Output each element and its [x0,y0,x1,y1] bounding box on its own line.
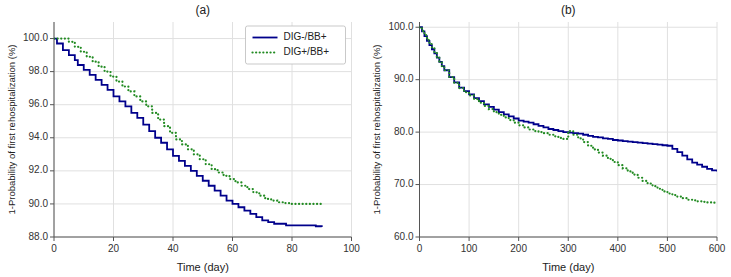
grid-line [113,22,114,237]
grid-line [617,22,618,237]
grid-line [717,22,718,237]
panel: 60.0 70.0 80.0 90.0 100.0 0 100 200 300 400 500 600… [371,3,726,273]
y-tick-label: 80.0 [394,126,414,137]
y-tick-label: 98.0 [29,65,49,76]
grid-line [667,22,668,237]
legend: DIG-/BB+ DIG+/BB+ [246,26,346,64]
x-tick [518,237,519,241]
grid-line [54,170,352,171]
x-tick [568,237,569,241]
y-tick-label: 96.0 [29,98,49,109]
grid-line [469,22,470,237]
y-tick-label: 60.0 [394,231,414,242]
x-tick [351,237,352,241]
grid-line [518,22,519,237]
y-tick-label: 88.0 [29,231,49,242]
x-axis-line [54,237,352,238]
x-tick-label: 100 [343,243,360,254]
series-line [420,27,718,203]
x-axis-label: Time (day) [542,261,594,273]
y-tick [50,104,54,105]
grid-line [419,22,420,237]
x-tick-label: 0 [51,243,57,254]
x-tick-label: 400 [609,243,626,254]
x-tick [617,237,618,241]
chart-title: (b) [561,3,576,17]
x-tick [173,237,174,241]
x-axis-label: Time (day) [177,261,229,273]
series-line [54,39,322,228]
grid-line [351,22,352,237]
y-tick-label: 70.0 [394,178,414,189]
y-axis-label: 1-Probability of first rehospitalization… [371,44,382,214]
grid-line [54,137,352,138]
y-tick [50,137,54,138]
y-tick [50,237,54,238]
y-tick-label: 100.0 [388,21,413,32]
x-tick [667,237,668,241]
y-tick [416,132,420,133]
legend-box [246,26,346,64]
x-tick [292,237,293,241]
legend-label: DIG-/BB+ [284,31,327,42]
legend-swatch [253,51,278,53]
grid-line [173,22,174,237]
x-tick [54,237,55,241]
y-tick [416,27,420,28]
panel: 88.0 90.0 92.0 94.0 96.0 98.0 100.0 0 20 40 60 80 10… [6,3,361,273]
y-tick [416,184,420,185]
y-tick [50,203,54,204]
x-tick-label: 20 [108,243,120,254]
x-tick-label: 60 [227,243,239,254]
y-tick [50,71,54,72]
x-tick [717,237,718,241]
plot-marks [54,39,322,228]
y-tick-label: 94.0 [29,131,49,142]
grid-line [568,22,569,237]
x-tick-label: 500 [659,243,676,254]
x-tick-label: 0 [417,243,423,254]
grid-line [54,237,352,238]
y-tick [50,38,54,39]
grid-line [54,104,352,105]
x-tick [232,237,233,241]
chart-title: (a) [195,3,210,17]
x-tick-label: 80 [286,243,298,254]
grid-line [54,71,352,72]
y-tick-label: 100.0 [23,32,48,43]
legend-swatch [253,37,278,39]
y-axis-line [54,22,55,237]
y-axis-line [419,22,420,237]
x-tick [113,237,114,241]
y-tick-label: 92.0 [29,164,49,175]
y-tick [416,79,420,80]
x-tick [469,237,470,241]
x-tick [419,237,420,241]
grid-line [54,22,55,237]
y-axis-label: 1-Probability of first rehospitalization… [6,44,17,214]
y-tick [416,237,420,238]
x-tick-label: 600 [709,243,726,254]
plot-marks [420,27,718,203]
y-tick-label: 90.0 [29,198,49,209]
x-tick-label: 200 [510,243,527,254]
x-tick-label: 300 [560,243,577,254]
x-tick-label: 100 [461,243,478,254]
y-tick [50,170,54,171]
x-tick-label: 40 [167,243,179,254]
y-tick-label: 90.0 [394,73,414,84]
legend-label: DIG+/BB+ [284,46,330,57]
series-line [420,27,718,171]
chart-canvas: 88.0 90.0 92.0 94.0 96.0 98.0 100.0 0 20 40 60 80 10… [0,0,731,277]
